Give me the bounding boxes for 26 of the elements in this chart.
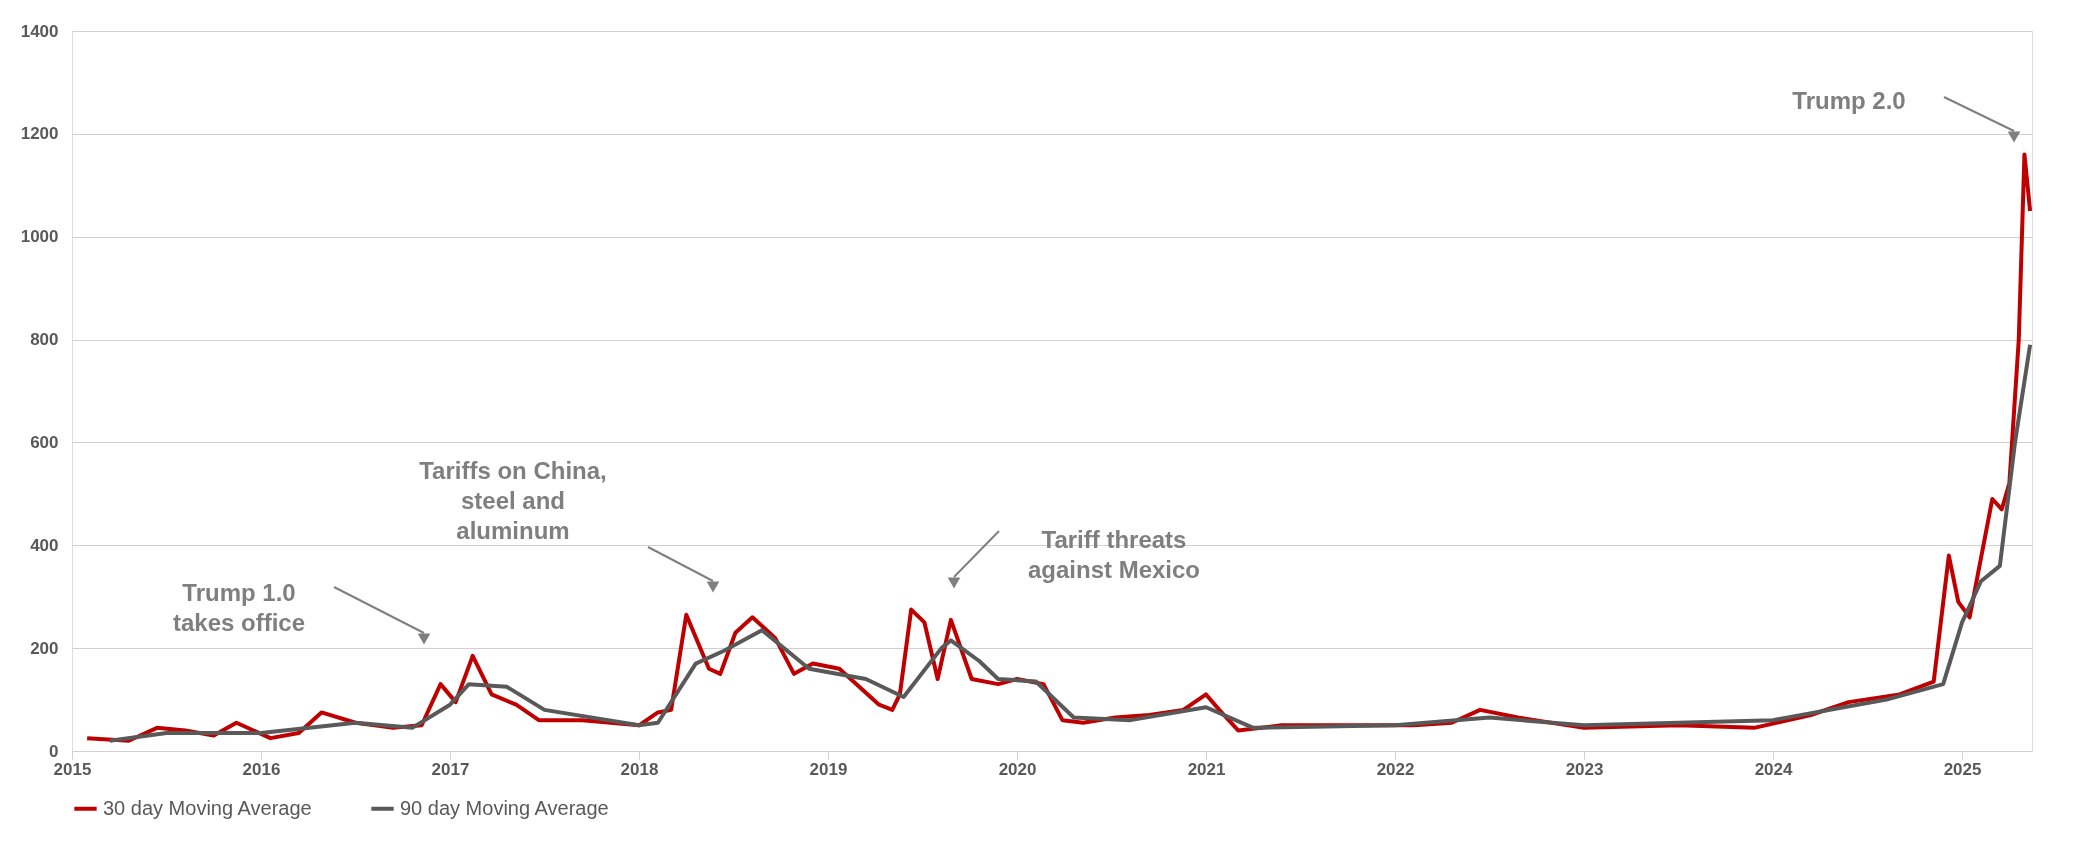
y-tick-label: 600 (30, 432, 59, 452)
y-tick-label: 1200 (20, 124, 59, 144)
line-series (107, 342, 2033, 743)
x-tick-label: 2018 (620, 759, 659, 779)
annotation: Tariff threats against Mexico (1027, 526, 1201, 583)
y-tick-label: 400 (30, 535, 59, 555)
annotation: Tariffs on China, steel and aluminum (419, 457, 607, 544)
annotation: Trump 2.0 (1792, 87, 1906, 114)
x-tick-label: 2023 (1565, 759, 1604, 779)
x-tick-label: 2021 (1187, 759, 1226, 779)
x-tick-label: 2020 (998, 759, 1037, 779)
y-tick-label: 200 (30, 638, 59, 658)
annotation: Trump 1.0 takes office (172, 579, 306, 636)
x-tick-label: 2017 (431, 759, 470, 779)
x-tick-label: 2015 (53, 759, 92, 779)
x-tick-label: 2025 (1943, 759, 1982, 779)
legend-label: 30 day Moving Average (103, 796, 312, 819)
y-tick-label: 0 (49, 741, 59, 761)
x-tick-label: 2022 (1376, 759, 1415, 779)
x-tick-label: 2024 (1754, 759, 1794, 779)
y-tick-label: 1400 (20, 21, 59, 41)
legend-label: 90 day Moving Average (400, 796, 609, 819)
x-tick-label: 2019 (809, 759, 848, 779)
y-tick-label: 800 (30, 330, 59, 350)
x-tick-label: 2016 (242, 759, 281, 779)
y-tick-label: 1000 (20, 227, 59, 247)
